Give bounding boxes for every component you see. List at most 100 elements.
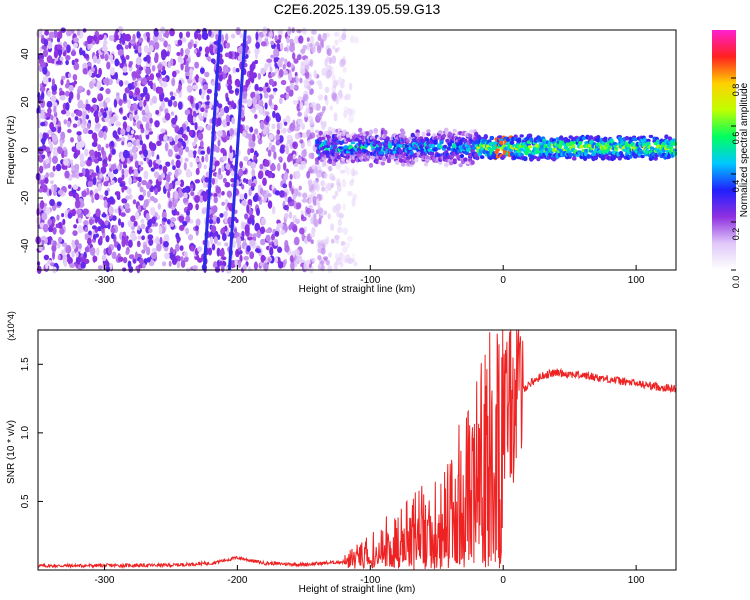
spectrogram-noise-cell [73,62,80,71]
spectrogram-noise-cell [279,97,283,105]
spectrogram-noise-cell [183,251,188,257]
spectrogram-noise-cell [62,41,68,48]
spectrogram-noise-cell [311,164,316,170]
spectrogram-carrier-cell [512,155,517,160]
spectrogram-noise-cell [128,254,135,260]
spectrogram-noise-cell [179,245,184,251]
spectrogram-noise-cell [268,98,273,107]
spectrogram-carrier-cell [527,145,533,149]
spectrogram-noise-cell [65,110,71,117]
spectrogram-noise-cell [190,191,195,197]
spectrogram-noise-cell [328,252,332,258]
spectrogram-noise-cell [351,198,356,208]
spectrogram-carrier-cell [548,147,553,152]
spectrogram-noise-cell [264,82,269,87]
spectrogram-carrier-cell [584,148,589,153]
spectrogram-noise-cell [103,40,108,46]
spectrogram-noise-cell [79,47,83,56]
spectrogram-noise-cell [186,209,190,217]
spectrogram-noise-cell [77,85,84,91]
spectrogram-noise-cell [239,193,244,200]
spectrogram-noise-cell [136,32,141,38]
spectrogram-noise-cell [114,208,119,214]
spectrogram-noise-cell [304,58,311,65]
spectrogram-noise-cell [194,179,201,184]
spectrogram-noise-cell [42,223,49,233]
spectrogram-noise-cell [197,257,203,263]
snr-x-tick-label: -200 [227,575,247,586]
spectrogram-noise-cell [294,85,298,90]
spectrogram-carrier-cell [466,144,472,149]
spectrogram-noise-cell [301,149,307,158]
spectrogram-noise-cell [74,239,80,246]
spectrogram-noise-cell [265,229,271,233]
spectrogram-noise-cell [270,164,276,172]
spectrogram-noise-cell [294,132,301,140]
spectrogram-noise-cell [123,92,127,102]
spectrogram-noise-cell [185,66,190,73]
spectrogram-noise-cell [249,126,254,133]
spectrogram-noise-cell [96,247,100,256]
spectrogram-noise-cell [61,75,66,80]
spectrogram-noise-cell [137,181,142,188]
spectrogram-noise-cell [157,203,161,210]
spectrogram-noise-cell [343,95,347,101]
spectrogram-carrier-cell [603,138,608,143]
spectrogram-noise-cell [217,130,223,138]
spectrogram-carrier-cell [579,144,584,149]
spectrogram-noise-cell [64,149,68,158]
spectrogram-noise-cell [217,173,223,180]
spectrogram-noise-cell [304,71,310,79]
spectrogram-noise-cell [59,140,63,148]
spectrogram-noise-cell [209,101,213,109]
spectrogram-noise-cell [208,29,212,37]
spectrogram-noise-cell [254,222,260,232]
spectrogram-noise-cell [66,30,72,37]
spectrogram-noise-cell [270,40,275,46]
spectrogram-noise-cell [286,36,290,44]
spectrogram-noise-cell [249,141,256,148]
spectrogram-noise-cell [121,57,126,64]
snr-y-tick-label: 0.5 [20,494,31,508]
spectrogram-noise-cell [73,80,78,85]
spectrogram-noise-cell [200,150,206,155]
spectrogram-noise-cell [124,80,129,86]
spectrogram-carrier-cell [423,162,429,167]
spectrogram-noise-cell [83,208,89,215]
spectrogram-noise-cell [98,34,104,41]
spectrogram-carrier-cell [628,154,633,159]
spectrogram-noise-cell [185,31,191,38]
spectrogram-noise-cell [331,55,337,64]
spectrogram-noise-cell [85,114,90,120]
spectrogram-noise-cell [169,28,175,37]
spectrogram-noise-cell [272,87,278,92]
spectrogram-carrier-cell [526,149,532,153]
spectrogram-noise-cell [91,196,95,204]
spectrogram-noise-cell [41,91,45,100]
spectrogram-noise-cell [132,33,136,42]
spectrogram-noise-cell [39,86,46,93]
spectrogram-noise-cell [121,141,125,146]
spectrogram-noise-cell [110,227,116,234]
spectrogram-noise-cell [179,179,185,188]
spectrogram-noise-cell [97,144,102,152]
spectrogram-noise-cell [331,92,337,100]
spectrogram-noise-cell [294,236,300,246]
spectrogram-carrier-cell [410,160,415,165]
spectrogram-carrier-cell [395,160,400,165]
spectrogram-carrier-cell [408,146,413,151]
spectrogram-carrier-cell [458,163,463,168]
spectrogram-noise-cell [142,262,146,269]
spectrogram-noise-cell [277,162,281,172]
spectrogram-noise-cell [244,192,248,200]
spectrogram-carrier-cell [633,137,638,142]
spectrogram-noise-cell [245,125,250,131]
spectrogram-noise-cell [153,250,157,257]
spectrogram-carrier-cell [368,129,374,135]
spectrogram-noise-cell [45,207,51,215]
spectrogram-noise-cell [310,239,314,244]
spectrogram-noise-cell [276,122,280,130]
spectrogram-carrier-cell [401,162,406,167]
spectrogram-carrier-cell [586,154,591,159]
spectrogram-noise-cell [192,115,196,124]
